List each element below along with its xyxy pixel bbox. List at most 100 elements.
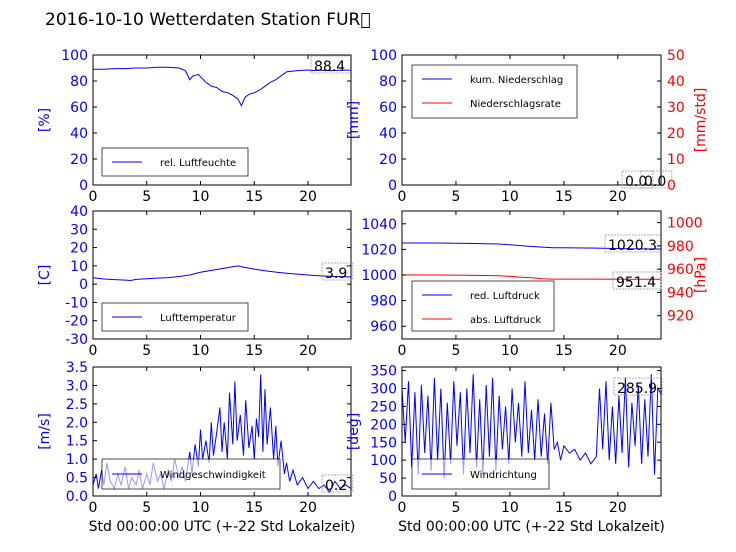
- precipitation-current-value-2-box: [640, 170, 673, 189]
- pressure-y2tick-label: 1000: [667, 216, 703, 232]
- precipitation-y2tick-label: 40: [667, 74, 685, 90]
- windspeed-xtick-label: 5: [142, 500, 151, 516]
- precipitation-xtick-label: 15: [555, 189, 573, 205]
- precipitation-y2tick-label: 20: [667, 126, 685, 142]
- humidity-legend-label-0: rel. Luftfeuchte: [160, 158, 236, 169]
- winddirection-xtick-label: 20: [609, 500, 627, 516]
- windspeed-xtick-label: 20: [299, 500, 317, 516]
- winddirection-ytick-label: 0: [388, 489, 397, 505]
- pressure-ytick-label: 1000: [361, 268, 397, 284]
- humidity-ytick-label: 20: [70, 152, 88, 168]
- pressure-current-value-2: 951.4: [616, 275, 656, 291]
- windspeed-ytick-label: 2.0: [66, 415, 88, 431]
- humidity-series-line-0: [93, 66, 351, 107]
- winddirection-xtick-label: 15: [555, 500, 573, 516]
- winddirection-ytick-label: 300: [370, 382, 397, 398]
- windspeed-ylabel: [m/s]: [37, 413, 53, 450]
- winddirection-xtick-label: 0: [398, 500, 407, 516]
- pressure-panel: 0 5 10 15 20 960 980 1000 1020 1040 920 940 960 980 10…: [361, 210, 709, 359]
- precipitation-ytick-label: 0: [388, 178, 397, 194]
- temperature-ytick-label: 0: [79, 277, 88, 293]
- temperature-ytick-label: -30: [65, 332, 88, 348]
- humidity-ytick-label: 60: [70, 100, 88, 116]
- windspeed-axes-frame: [92, 366, 352, 497]
- temperature-xtick-label: 15: [245, 343, 263, 359]
- temperature-axes-frame: [92, 210, 352, 340]
- pressure-xtick-label: 20: [609, 343, 627, 359]
- temperature-ytick-label: 40: [70, 204, 88, 220]
- precipitation-legend-box: [411, 64, 578, 119]
- humidity-xtick-label: 0: [89, 189, 98, 205]
- precipitation-xtick-label: 0: [398, 189, 407, 205]
- pressure-y2label: [hPa]: [693, 257, 709, 293]
- winddirection-current-value: 285.9: [617, 381, 657, 397]
- humidity-xtick-label: 20: [299, 189, 317, 205]
- temperature-ylabel: [C]: [37, 265, 53, 286]
- winddirection-axes-frame: [401, 366, 662, 497]
- windspeed-ytick-label: 0.5: [66, 471, 88, 487]
- pressure-y2tick-label: 980: [667, 239, 694, 255]
- winddirection-ytick-label: 100: [370, 453, 397, 469]
- temperature-xtick-label: 20: [299, 343, 317, 359]
- windspeed-current-value: 0.2: [325, 478, 347, 494]
- windspeed-xtick-label: 10: [192, 500, 210, 516]
- humidity-panel: 0 5 10 15 20 0 20 40 60 80 100 [%] rel. Luftfeuchte 8…: [37, 48, 352, 205]
- temperature-ytick-label: 10: [70, 259, 88, 275]
- pressure-series-line-0: [402, 242, 661, 250]
- winddirection-ytick-label: 250: [370, 399, 397, 415]
- humidity-xtick-label: 5: [142, 189, 151, 205]
- precipitation-xtick-label: 10: [501, 189, 519, 205]
- precipitation-legend-label-0: kum. Niederschlag: [470, 75, 563, 86]
- precipitation-ylabel: [mm]: [346, 101, 362, 139]
- pressure-legend-label-1: abs. Luftdruck: [470, 315, 541, 326]
- precipitation-axes-frame: [401, 54, 662, 186]
- pressure-current-value-2-box: [612, 271, 662, 290]
- precipitation-y2label: [mm/std]: [693, 88, 709, 153]
- windspeed-panel: 0 5 10 15 20 0.0 0.5 1.0 1.5 2.0 2.5 3.0 3.5 [m/s] Std…: [37, 360, 355, 535]
- windspeed-xtick-label: 0: [89, 500, 98, 516]
- temperature-current-value: 3.9: [325, 266, 347, 282]
- temperature-xtick-label: 0: [89, 343, 98, 359]
- winddirection-xlabel: Std 00:00:00 UTC (+-22 Std Lokalzeit): [398, 519, 665, 535]
- humidity-axes-frame: [92, 54, 352, 186]
- precipitation-xtick-label: 20: [609, 189, 627, 205]
- windspeed-legend-label-0: Windgeschwindigkeit: [160, 470, 266, 481]
- pressure-ytick-label: 960: [370, 319, 397, 335]
- windspeed-ytick-label: 1.0: [66, 452, 88, 468]
- humidity-current-value-box: [310, 55, 351, 74]
- winddirection-ytick-label: 200: [370, 417, 397, 433]
- precipitation-current-value: 0.0: [625, 174, 647, 190]
- windspeed-current-value-box: [321, 474, 354, 493]
- pressure-legend-box: [411, 280, 555, 332]
- precipitation-current-value-2: 0.0: [644, 174, 666, 190]
- precipitation-legend-label-1: Niederschlagsrate: [470, 99, 561, 110]
- pressure-legend-label-0: red. Luftdruck: [470, 291, 540, 302]
- precipitation-ytick-label: 60: [379, 100, 397, 116]
- humidity-ytick-label: 80: [70, 74, 88, 90]
- temperature-xtick-label: 10: [192, 343, 210, 359]
- windspeed-ytick-label: 3.0: [66, 378, 88, 394]
- pressure-xtick-label: 5: [451, 343, 460, 359]
- temperature-ytick-label: -10: [65, 295, 88, 311]
- windspeed-xtick-label: 15: [245, 500, 263, 516]
- temperature-ytick-label: -20: [65, 314, 88, 330]
- temperature-panel: 0 5 10 15 20 -30 -20 -10 0 10 20 30 40 [C] Lufttempera…: [37, 204, 354, 359]
- pressure-ytick-label: 1040: [361, 217, 397, 233]
- precipitation-y2tick-label: 10: [667, 152, 685, 168]
- temperature-ytick-label: 30: [70, 222, 88, 238]
- temperature-series-line-0: [93, 265, 351, 282]
- precipitation-y2tick-label: 50: [667, 48, 685, 64]
- humidity-xtick-label: 15: [245, 189, 263, 205]
- pressure-y2tick-label: 960: [667, 262, 694, 278]
- pressure-xtick-label: 0: [398, 343, 407, 359]
- windspeed-ytick-label: 2.5: [66, 397, 88, 413]
- humidity-ylabel: [%]: [37, 108, 53, 132]
- precipitation-ytick-label: 20: [379, 152, 397, 168]
- winddirection-ytick-label: 150: [370, 435, 397, 451]
- precipitation-current-value-box: [621, 170, 654, 189]
- humidity-current-value: 88.4: [314, 59, 345, 75]
- figure-title: 2016-10-10 Wetterdaten Station FUR : [45, 10, 371, 30]
- temperature-ytick-label: 20: [70, 241, 88, 257]
